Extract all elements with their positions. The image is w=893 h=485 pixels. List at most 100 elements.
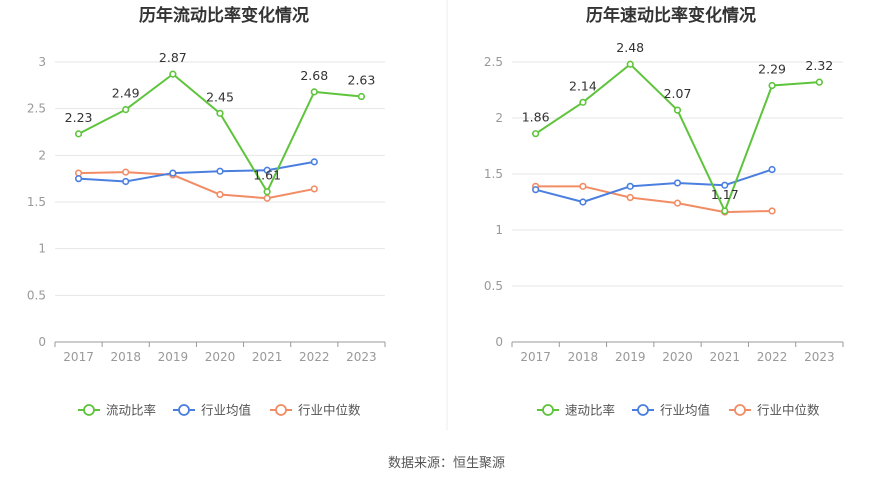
legend-item: 行业均值: [632, 403, 710, 418]
data-label: 1.17: [711, 187, 739, 202]
series-line: [535, 185, 773, 214]
legend-swatch-marker: [83, 404, 95, 416]
x-tick-label: 2017: [520, 350, 551, 364]
data-point: [532, 186, 540, 194]
x-tick-label: 2021: [710, 350, 741, 364]
data-label: 2.87: [159, 50, 187, 65]
data-point: [216, 109, 224, 117]
y-tick-label: 1: [38, 242, 46, 256]
y-tick-label: 0.5: [484, 279, 503, 293]
data-point: [579, 182, 587, 190]
data-label: 2.32: [805, 58, 833, 73]
data-point: [122, 105, 130, 114]
data-point: [626, 193, 634, 202]
legend-swatch-marker: [734, 404, 746, 416]
data-label: 2.68: [300, 68, 328, 83]
x-tick-label: 2023: [804, 350, 835, 364]
data-point: [579, 98, 587, 106]
data-label: 2.63: [348, 73, 376, 88]
data-point: [310, 185, 318, 193]
data-point: [357, 92, 366, 101]
y-tick-label: 2.5: [27, 102, 46, 116]
data-point: [263, 194, 271, 202]
data-label: 2.23: [65, 110, 93, 125]
y-tick-label: 0: [495, 335, 503, 349]
y-tick-label: 3: [38, 55, 46, 69]
series-main: 1.86 2.14 2.48 2.07 1.17 2.29 2.32: [522, 40, 833, 215]
data-source-label: 数据来源：恒生聚源: [387, 456, 505, 471]
x-tick-label: 2023: [346, 350, 377, 364]
data-point: [673, 179, 682, 187]
data-point: [310, 88, 318, 96]
y-tick-label: 2: [495, 111, 503, 125]
series-industry-average: [74, 158, 318, 186]
legend-label: 行业中位数: [757, 403, 820, 418]
legend-swatch-marker: [275, 404, 287, 416]
data-label: 2.45: [206, 89, 234, 104]
legend-item: 行业中位数: [270, 403, 361, 418]
x-tick-label: 2021: [252, 350, 283, 364]
series-main: 2.23 2.49 2.87 2.45 1.61 2.68 2.63: [65, 50, 376, 196]
data-label: 1.86: [522, 110, 550, 125]
series-line: [535, 168, 773, 203]
data-label: 2.07: [664, 86, 692, 101]
data-point: [122, 168, 130, 176]
x-tick-label: 2019: [158, 350, 189, 364]
data-point: [768, 207, 776, 215]
data-label: 1.61: [253, 168, 281, 183]
legend-item: 流动比率: [78, 403, 156, 418]
x-tick-label: 2018: [110, 350, 141, 364]
legend-label: 行业均值: [201, 403, 251, 418]
legend-label: 速动比率: [565, 403, 615, 418]
y-tick-label: 2.5: [484, 55, 503, 69]
data-point: [721, 181, 729, 189]
data-point: [532, 130, 540, 138]
data-point: [626, 60, 634, 68]
legend-label: 行业中位数: [298, 403, 361, 418]
data-point: [263, 188, 271, 196]
data-point: [122, 177, 130, 186]
chart-current-ratio: 历年流动比率变化情况 0 0.5 1 1.5 2 2.5 3 2017 2018 2019 2020 2…: [27, 5, 386, 418]
data-label: 2.49: [112, 86, 140, 101]
data-label: 2.48: [616, 40, 644, 55]
x-tick-label: 2019: [615, 350, 646, 364]
data-point: [74, 169, 83, 177]
data-point: [626, 182, 634, 190]
legend-item: 行业中位数: [729, 403, 820, 418]
legend-item: 速动比率: [537, 403, 615, 418]
data-point: [74, 175, 83, 183]
data-point: [216, 190, 224, 199]
data-point: [263, 166, 271, 174]
data-label: 2.14: [569, 78, 597, 93]
x-tick-label: 2022: [299, 350, 330, 364]
data-point: [169, 70, 177, 78]
x-tick-label: 2018: [568, 350, 599, 364]
x-tick-label: 2020: [662, 350, 693, 364]
y-tick-label: 1: [495, 223, 503, 237]
data-point: [579, 198, 587, 206]
data-point: [673, 199, 682, 207]
legend-item: 行业均值: [173, 403, 251, 418]
data-point: [721, 207, 729, 215]
data-point: [815, 78, 823, 86]
x-tick-label: 2017: [63, 350, 94, 364]
y-tick-label: 0: [38, 335, 46, 349]
legend-swatch-marker: [637, 404, 649, 416]
legend-label: 行业均值: [660, 403, 710, 418]
data-label: 2.29: [758, 62, 786, 77]
series-industry-average: [532, 165, 776, 206]
data-point: [768, 165, 776, 174]
chart-title: 历年速动比率变化情况: [586, 5, 756, 26]
data-point: [216, 167, 224, 175]
chart-title: 历年流动比率变化情况: [139, 5, 309, 26]
data-point: [310, 158, 318, 166]
y-tick-label: 0.5: [27, 288, 46, 302]
legend-swatch-marker: [178, 404, 190, 416]
y-tick-label: 2: [38, 148, 46, 162]
data-point: [74, 130, 83, 138]
data-point: [673, 106, 682, 114]
legend-swatch-marker: [542, 404, 554, 416]
series-line: [78, 171, 315, 200]
